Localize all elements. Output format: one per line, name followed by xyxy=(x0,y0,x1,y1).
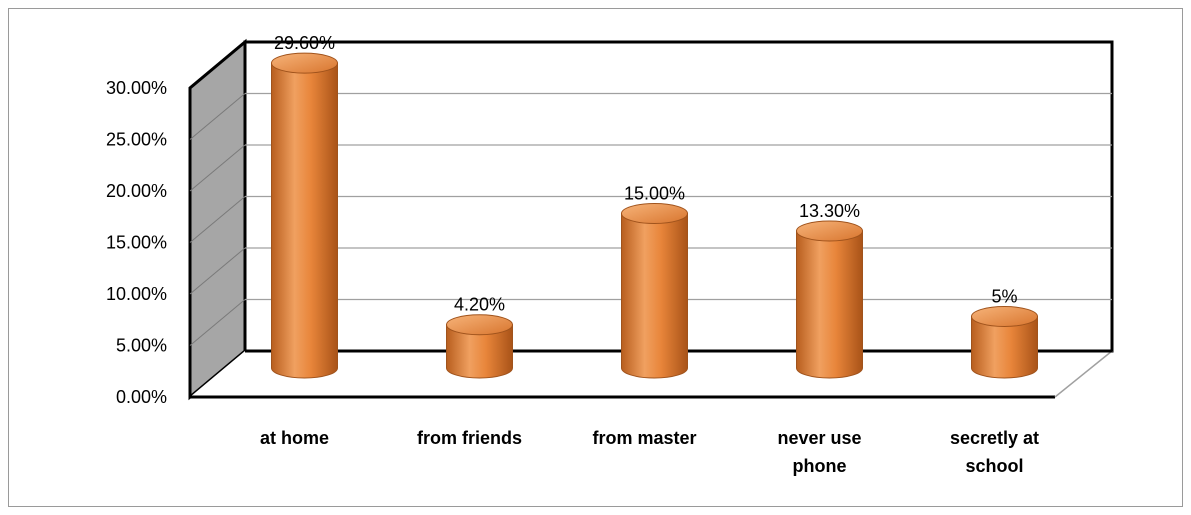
y-tick-label: 30.00% xyxy=(106,78,167,98)
bar-body xyxy=(271,62,338,379)
y-tick-label: 0.00% xyxy=(116,387,167,407)
bar-cap xyxy=(621,203,688,224)
y-axis-ticks: 0.00% 5.00% 10.00% 15.00% 20.00% 25.00% 30.00% xyxy=(106,78,167,407)
floor-right-edge xyxy=(1054,350,1113,398)
bar: 29.60% xyxy=(271,33,338,379)
bar: 15.00% xyxy=(621,184,688,379)
category-labels: at home from friends from master never use p… xyxy=(260,428,1039,476)
x-tick-label: secretly at school xyxy=(950,428,1039,476)
bar-cap xyxy=(971,306,1038,327)
data-label: 13.30% xyxy=(799,201,860,221)
y-tick-label: 25.00% xyxy=(106,130,167,150)
data-label: 5% xyxy=(991,287,1017,307)
bar: 4.20% xyxy=(446,295,513,379)
bar: 13.30% xyxy=(796,201,863,379)
bar-cap xyxy=(796,220,863,242)
y-tick-label: 15.00% xyxy=(106,233,167,253)
bars: 29.60% 4.20% 15.00% 13.30% 5% xyxy=(271,33,1038,379)
bar-body xyxy=(621,213,688,379)
bar-cap xyxy=(446,314,513,336)
gridline-side xyxy=(189,247,246,295)
gridline-side xyxy=(189,144,246,192)
x-tick-label: at home xyxy=(260,428,329,448)
y-tick-label: 5.00% xyxy=(116,336,167,356)
gridline-side xyxy=(189,93,246,140)
data-label: 29.60% xyxy=(274,33,335,53)
gridline-side xyxy=(189,196,246,243)
bar-cap xyxy=(271,52,338,74)
gridline-side xyxy=(189,299,246,346)
data-label: 4.20% xyxy=(454,295,505,315)
bar: 5% xyxy=(971,287,1038,379)
y-tick-label: 10.00% xyxy=(106,284,167,304)
y-tick-label: 20.00% xyxy=(106,181,167,201)
x-tick-label: from master xyxy=(592,428,696,448)
bar-body xyxy=(796,230,863,379)
bar-body xyxy=(446,324,513,379)
bar-body xyxy=(971,316,1038,379)
x-tick-label: never use phone xyxy=(777,428,861,476)
x-tick-label: from friends xyxy=(417,428,522,448)
data-label: 15.00% xyxy=(624,184,685,204)
